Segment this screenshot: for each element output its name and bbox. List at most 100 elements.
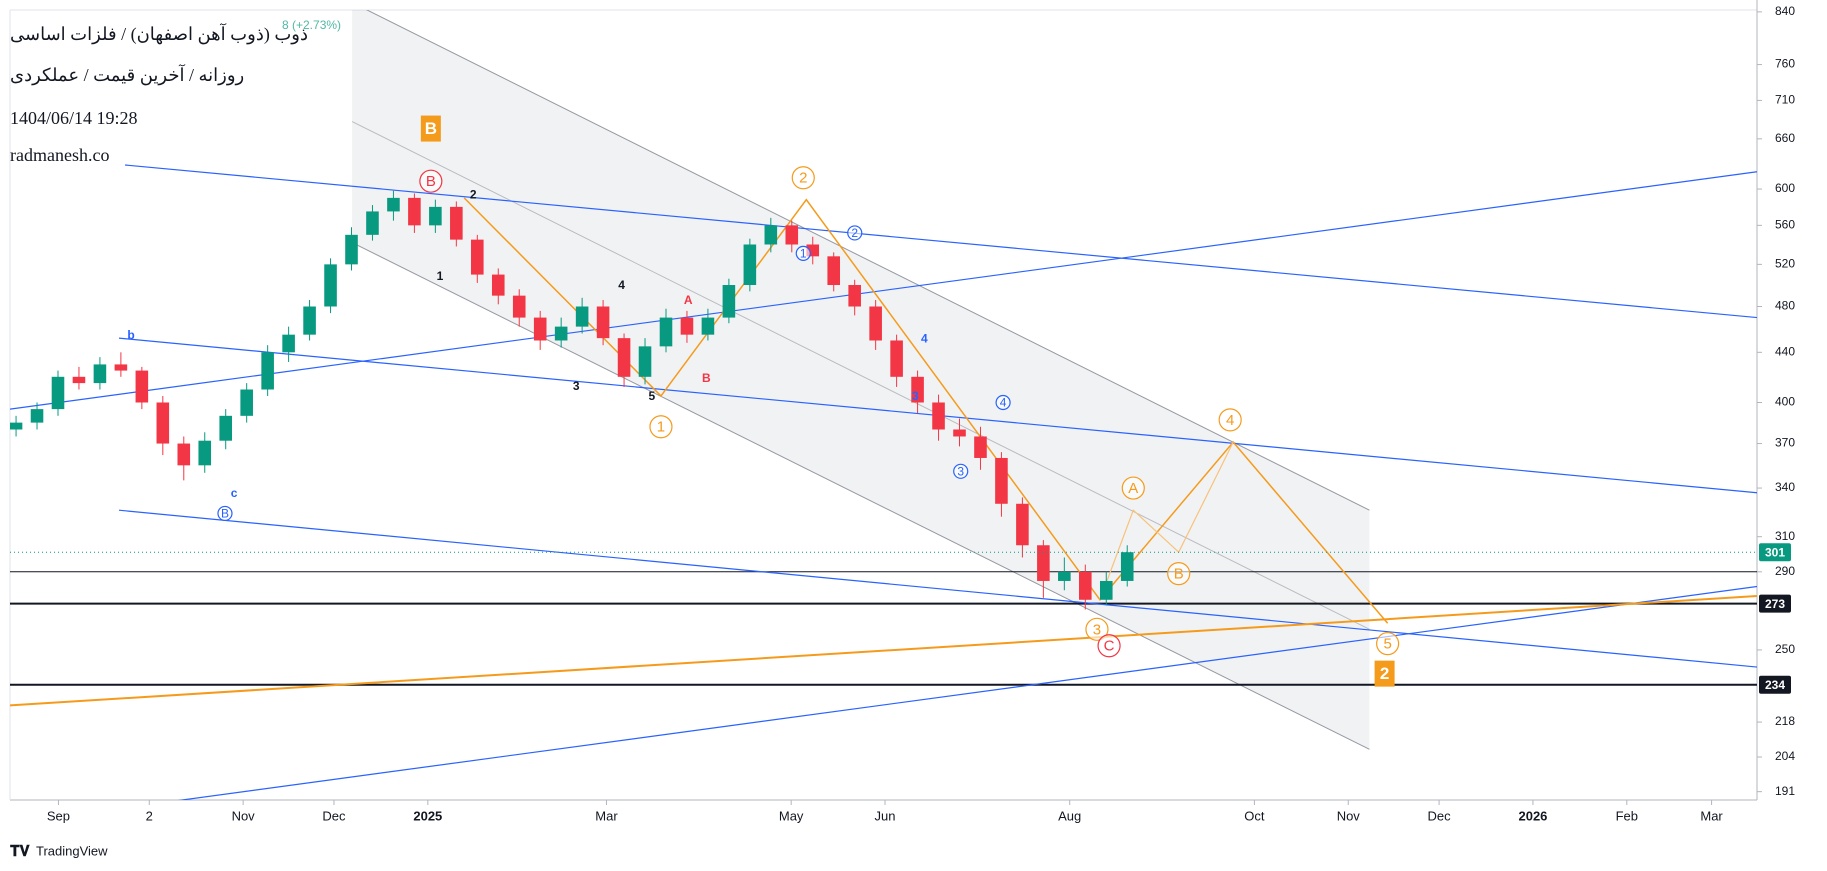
y-tick-label: 204 — [1775, 749, 1795, 763]
candle-body — [701, 317, 715, 335]
label-text: 4 — [618, 278, 625, 292]
candle-body — [827, 256, 841, 286]
candle-body — [869, 306, 882, 341]
label-text: 3 — [573, 379, 580, 393]
candle-body — [512, 295, 526, 318]
wave-label: c — [231, 486, 238, 500]
candle-body — [932, 402, 945, 430]
candle-body — [806, 244, 820, 257]
channel-line — [365, 10, 1370, 511]
label-text: 5 — [1383, 636, 1391, 653]
y-tick-label: 310 — [1775, 529, 1795, 543]
x-tick-label: 2 — [146, 808, 153, 823]
timestamp: 1404/06/14 19:28 — [10, 108, 138, 128]
x-tick-label: Aug — [1058, 808, 1081, 823]
candle-body — [282, 334, 295, 353]
label-circle — [1167, 562, 1191, 586]
price-label-box — [1759, 675, 1791, 694]
wave-label: 3 — [953, 463, 969, 479]
candle-body — [974, 436, 987, 458]
price-label: 301 — [1765, 545, 1785, 559]
label-text: 5 — [649, 389, 656, 403]
x-tick-label: Dec — [322, 808, 346, 823]
y-tick-label: 440 — [1775, 344, 1795, 358]
label-text: 2 — [1380, 664, 1389, 683]
candle-body — [659, 317, 673, 347]
brand: TradingView — [36, 843, 108, 858]
y-tick-label: 250 — [1775, 642, 1795, 656]
wave-label: b — [127, 328, 134, 342]
candle-body — [596, 306, 610, 339]
label-circle — [795, 245, 811, 261]
channel-line — [351, 121, 1370, 630]
candle-body — [198, 440, 212, 466]
label-text: B — [221, 507, 229, 521]
label-text: 1 — [437, 269, 444, 283]
label-text: 4 — [1226, 412, 1234, 429]
y-tick-label: 370 — [1775, 436, 1795, 450]
trend-line — [118, 509, 1757, 668]
y-tick-label: 480 — [1775, 299, 1795, 313]
chart-title: ذوب (ذوب آهن اصفهان) / فلزات اساسی — [10, 23, 308, 45]
candle-body — [722, 285, 736, 318]
candle-body — [995, 457, 1008, 504]
wave-label: B — [420, 115, 441, 142]
trend-line — [124, 164, 1757, 319]
price-label-box — [1759, 594, 1791, 613]
y-tick-label: 560 — [1775, 218, 1795, 232]
candle-body — [51, 376, 65, 410]
candle-body — [471, 239, 484, 275]
label-circle — [953, 463, 969, 479]
y-tick-label: 340 — [1775, 480, 1795, 494]
label-circle — [1218, 408, 1242, 432]
label-box — [420, 115, 441, 142]
candle-body — [156, 402, 170, 444]
x-tick-label: Jun — [875, 808, 896, 823]
wave-label: B — [217, 505, 233, 522]
x-tick-label: Mar — [1700, 808, 1723, 823]
label-text: 1 — [800, 247, 807, 261]
label-circle — [1085, 617, 1109, 641]
wave-label: 4 — [995, 394, 1011, 411]
label-text: B — [426, 173, 436, 190]
watermark: radmanesh.co — [10, 145, 109, 165]
y-tick-label: 660 — [1775, 131, 1795, 145]
candle-body — [638, 346, 652, 377]
x-tick-label: Feb — [1616, 808, 1638, 823]
label-text: 3 — [912, 389, 919, 403]
price-label: 234 — [1765, 678, 1785, 692]
label-text: B — [425, 119, 437, 138]
label-circle — [419, 169, 443, 193]
y-tick-label: 600 — [1775, 181, 1795, 195]
label-text: B — [1174, 566, 1184, 583]
wave-label: 3 — [573, 379, 580, 393]
candle-body — [345, 234, 358, 265]
candle-body — [953, 429, 966, 437]
wave-label: B — [419, 169, 443, 193]
wave-label: 3 — [912, 389, 919, 403]
wave-label: 4 — [1218, 408, 1242, 432]
candle-body — [1099, 580, 1113, 600]
y-tick-label: 520 — [1775, 257, 1795, 271]
x-tick-label: Dec — [1428, 808, 1452, 823]
change: 8 (+2.73%) — [282, 18, 341, 32]
wave-label: 4 — [618, 278, 625, 292]
x-tick-label: Nov — [232, 808, 256, 823]
wave-label: B — [1167, 562, 1191, 586]
label-box — [1374, 660, 1395, 687]
y-tick-label: 218 — [1775, 714, 1795, 728]
candle-body — [10, 422, 23, 430]
y-tick-label: 290 — [1775, 564, 1795, 578]
label-text: b — [127, 328, 134, 342]
wave-label: A — [1121, 476, 1145, 500]
candle-body — [890, 340, 903, 377]
trend-line — [177, 585, 1757, 800]
candle-body — [408, 197, 421, 226]
label-text: 3 — [957, 464, 964, 478]
label-text: 4 — [921, 331, 928, 345]
label-text: C — [1104, 638, 1115, 655]
candle-body — [72, 376, 86, 384]
candle-body — [450, 206, 463, 240]
wave-label: 4 — [921, 331, 928, 345]
